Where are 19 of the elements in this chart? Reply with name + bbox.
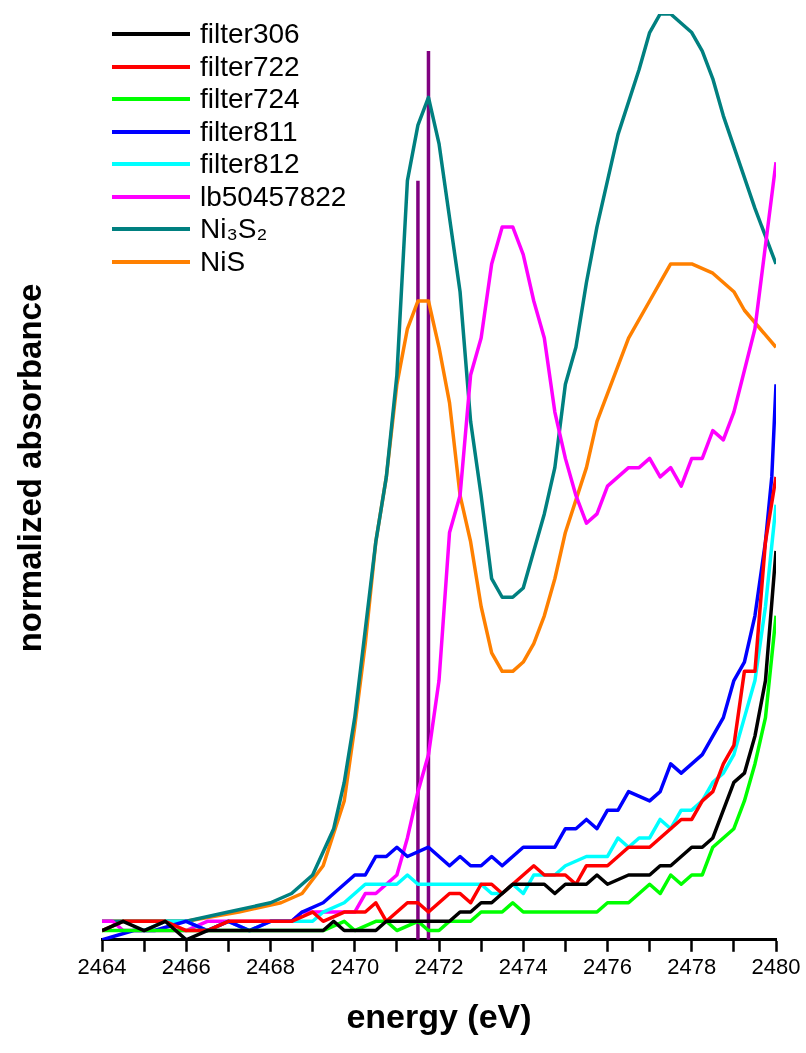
x-tick-label: 2474 (498, 954, 548, 980)
legend-label: filter811 (200, 115, 298, 148)
y-axis-title: normalized absorbance (11, 283, 49, 653)
legend-label: filter722 (200, 50, 300, 83)
x-tick-label: 2466 (161, 954, 211, 980)
x-tick-label: 2468 (246, 954, 295, 980)
legend-label: filter812 (200, 148, 300, 181)
x-tick-label: 2472 (414, 954, 464, 980)
x-axis-title: energy (eV) (346, 996, 532, 1035)
legend-label: Ni₃S₂ (200, 213, 268, 246)
legend-label: filter306 (200, 18, 300, 51)
x-tick-label: 2478 (667, 954, 717, 980)
x-tick-label: 2476 (583, 954, 632, 980)
x-tick-label: 2470 (330, 954, 380, 980)
legend-label: lb50457822 (200, 180, 347, 213)
legend-label: filter724 (200, 83, 300, 116)
legend-label: NiS (200, 245, 246, 278)
x-tick-label: 2480 (751, 954, 801, 980)
x-tick-label: 2464 (77, 954, 127, 980)
